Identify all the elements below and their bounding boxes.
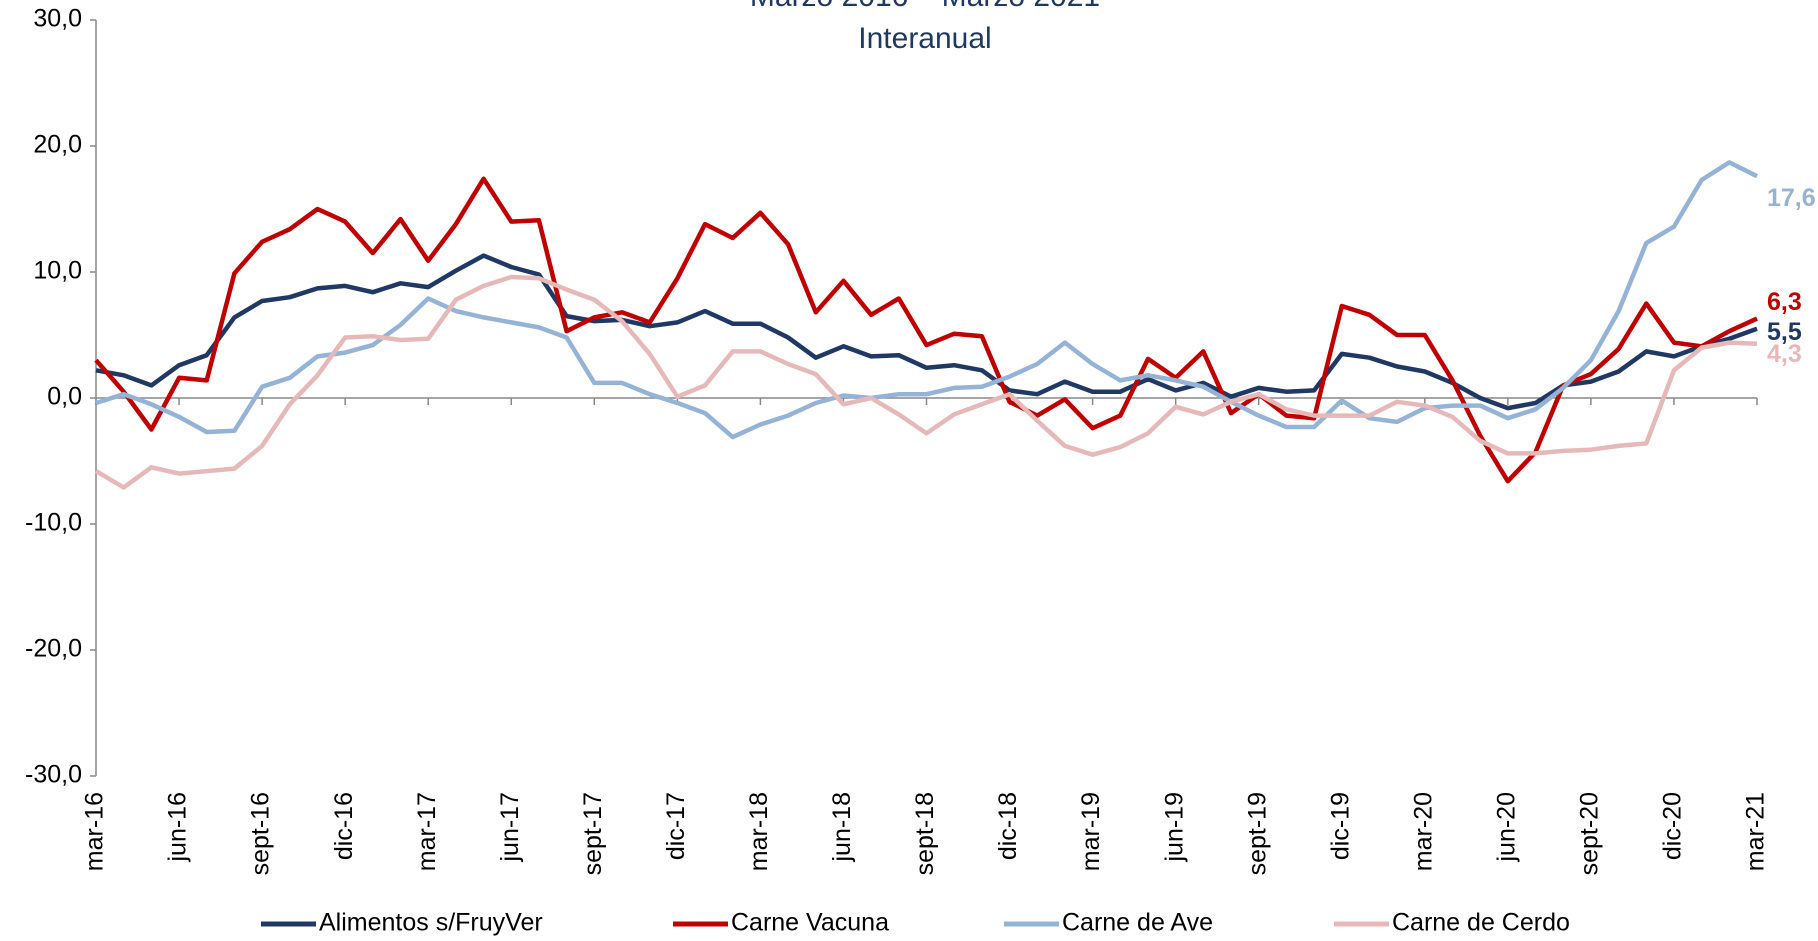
series-line <box>94 274 1758 490</box>
x-tick-label: mar-16 <box>81 792 109 871</box>
x-tick-label: mar-17 <box>413 792 441 871</box>
x-tick-label: jun-16 <box>164 792 192 863</box>
y-tick-label: 20,0 <box>33 131 82 159</box>
x-tick-label: mar-21 <box>1742 792 1770 871</box>
series-line <box>94 176 1758 484</box>
y-tick-label: 10,0 <box>33 257 82 285</box>
legend-label: Carne de Cerdo <box>1392 909 1570 937</box>
legend-label: Carne Vacuna <box>731 909 889 937</box>
x-tick-label: jun-18 <box>828 792 856 863</box>
x-tick-label: dic-17 <box>662 792 690 860</box>
x-tick-label: sept-18 <box>911 792 939 875</box>
legend-label: Alimentos s/FruyVer <box>319 909 543 937</box>
y-tick-label: -10,0 <box>25 509 82 537</box>
x-tick-label: mar-19 <box>1077 792 1105 871</box>
chart-subtitle: Interanual <box>858 22 991 55</box>
x-tick-label: dic-19 <box>1326 792 1354 860</box>
x-tick-label: dic-20 <box>1659 792 1687 860</box>
x-tick-label: dic-16 <box>330 792 358 860</box>
x-tick-label: jun-19 <box>1160 792 1188 863</box>
x-tick-label: dic-18 <box>994 792 1022 860</box>
x-tick-label: jun-20 <box>1492 792 1520 863</box>
legend-label: Carne de Ave <box>1062 909 1213 937</box>
series-line <box>95 160 1759 440</box>
data-label: 5,5 <box>1767 318 1802 346</box>
x-tick-label: sept-16 <box>247 792 275 875</box>
x-tick-label: jun-17 <box>496 792 524 863</box>
y-tick-label: -30,0 <box>25 761 82 789</box>
y-tick-label: 30,0 <box>33 5 82 33</box>
x-tick-label: mar-20 <box>1409 792 1437 871</box>
x-tick-label: sept-19 <box>1243 792 1271 875</box>
x-tick-label: mar-18 <box>745 792 773 871</box>
y-tick-label: 0,0 <box>47 383 82 411</box>
x-tick-label: sept-20 <box>1576 792 1604 875</box>
y-tick-label: -20,0 <box>25 635 82 663</box>
data-label: 17,6 <box>1767 184 1816 212</box>
data-label: 6,3 <box>1767 288 1802 316</box>
chart-title: Marzo 2016 – Marzo 2021 <box>750 0 1100 13</box>
data-label: 4,3 <box>1767 340 1802 368</box>
x-tick-label: sept-17 <box>579 792 607 875</box>
series-line <box>95 253 1758 411</box>
